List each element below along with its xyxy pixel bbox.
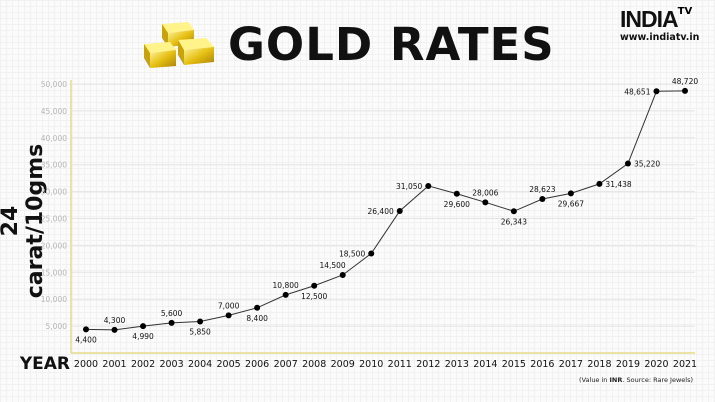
data-label: 7,000 xyxy=(218,301,240,310)
data-point xyxy=(539,196,546,203)
data-point xyxy=(225,312,232,319)
y-tick-label: 35,000 xyxy=(41,161,67,170)
data-point xyxy=(653,88,660,95)
y-tick-label: 25,000 xyxy=(41,215,67,224)
logo-url: www.indiatv.in xyxy=(620,32,700,43)
indiatv-logo: INDIATV www.indiatv.in xyxy=(620,6,699,44)
data-point xyxy=(567,190,574,197)
data-label: 35,220 xyxy=(634,160,660,169)
x-tick-label: 2014 xyxy=(473,359,497,370)
source-unit: INR xyxy=(609,376,623,384)
source-note: (Value in INR. Source: Rare Jewels) xyxy=(579,376,693,385)
x-tick-label: 2000 xyxy=(74,359,98,370)
x-tick-label: 2003 xyxy=(159,359,183,370)
x-tick-label: 2001 xyxy=(102,359,126,370)
data-point xyxy=(311,282,318,289)
x-tick-label: 2013 xyxy=(445,359,469,370)
y-tick-label: 5,000 xyxy=(46,322,68,331)
data-label: 26,400 xyxy=(368,207,394,216)
grid-lines xyxy=(72,83,695,327)
y-tick-label: 30,000 xyxy=(41,188,67,197)
x-tick-label: 2021 xyxy=(673,359,697,370)
data-point xyxy=(111,326,118,333)
data-label: 4,400 xyxy=(75,335,97,344)
data-point xyxy=(482,199,489,206)
data-label: 5,850 xyxy=(189,328,211,337)
data-point xyxy=(453,190,460,197)
data-label: 8,400 xyxy=(246,314,268,323)
data-label: 28,623 xyxy=(529,185,555,194)
data-label: 4,300 xyxy=(104,316,126,325)
logo-brand: INDIA xyxy=(620,6,679,32)
data-point xyxy=(197,318,204,325)
y-tick-label: 10,000 xyxy=(41,295,67,304)
data-label: 4,990 xyxy=(132,332,154,341)
data-point xyxy=(368,250,375,257)
data-point xyxy=(396,207,403,214)
y-tick-label: 40,000 xyxy=(41,134,67,143)
x-tick-label: 2020 xyxy=(644,359,668,370)
data-point xyxy=(140,323,147,330)
data-label: 29,667 xyxy=(558,199,584,208)
gold-bars-icon xyxy=(140,20,218,74)
data-label: 14,500 xyxy=(319,261,345,270)
source-suffix: . Source: Rare Jewels) xyxy=(622,376,693,384)
data-label: 5,600 xyxy=(161,309,183,318)
data-label: 18,500 xyxy=(339,249,365,258)
x-tick-label: 2018 xyxy=(587,359,611,370)
data-label: 48,720 xyxy=(672,77,698,86)
data-point xyxy=(425,182,432,189)
x-tick-label: 2010 xyxy=(359,359,383,370)
x-tick-label: 2004 xyxy=(188,359,212,370)
data-label: 48,651 xyxy=(624,87,650,96)
data-point xyxy=(624,160,631,167)
x-axis-label: YEAR xyxy=(19,354,70,374)
series-line xyxy=(85,90,686,331)
x-tick-label: 2019 xyxy=(616,359,640,370)
y-tick-label: 50,000 xyxy=(41,80,67,89)
data-point xyxy=(282,291,289,298)
data-label: 26,343 xyxy=(501,217,527,226)
data-point xyxy=(254,304,261,311)
logo-tv: TV xyxy=(677,6,693,17)
x-tick-label: 2009 xyxy=(331,359,355,370)
data-point xyxy=(339,271,346,278)
x-tick-label: 2005 xyxy=(217,359,241,370)
data-label: 28,006 xyxy=(472,188,498,197)
x-tick-label: 2016 xyxy=(530,359,554,370)
x-tick-label: 2017 xyxy=(559,359,583,370)
data-label: 10,800 xyxy=(273,281,299,290)
data-point xyxy=(596,180,603,187)
data-label: 29,600 xyxy=(444,200,470,209)
x-tick-label: 2015 xyxy=(502,359,526,370)
x-tick-label: 2008 xyxy=(302,359,326,370)
data-point xyxy=(83,326,89,333)
data-label: 31,438 xyxy=(605,180,631,189)
data-point xyxy=(510,208,517,215)
source-prefix: (Value in xyxy=(579,376,610,384)
y-tick-label: 15,000 xyxy=(41,268,67,277)
data-label: 31,050 xyxy=(396,182,422,191)
x-tick-label: 2002 xyxy=(131,359,155,370)
y-tick-label: 45,000 xyxy=(41,107,67,116)
x-tick-label: 2007 xyxy=(274,359,298,370)
data-point xyxy=(168,319,175,326)
y-tick-label: 20,000 xyxy=(41,241,67,250)
page-title: GOLD RATES xyxy=(228,18,555,71)
x-tick-label: 2006 xyxy=(245,359,269,370)
x-tick-label: 2012 xyxy=(416,359,440,370)
data-point xyxy=(682,87,688,94)
data-label: 12,500 xyxy=(301,292,327,301)
x-tick-label: 2011 xyxy=(388,359,412,370)
